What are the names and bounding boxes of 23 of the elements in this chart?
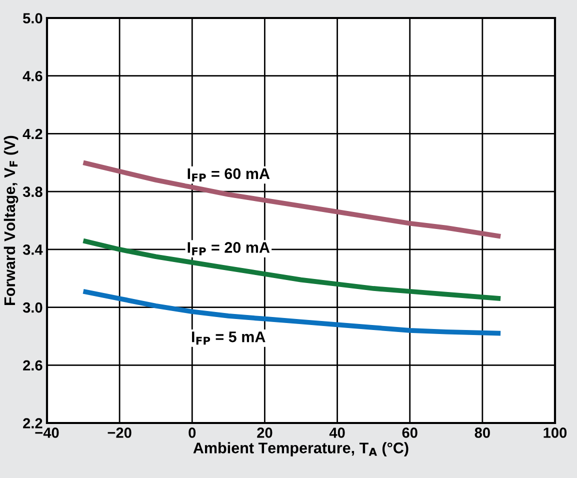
- series-label: I$_{FP}$ = 20 mA: [188, 242, 270, 256]
- y-tick-label: 4.2: [22, 128, 42, 139]
- x-tick-label: 40: [329, 428, 345, 438]
- x-tick-label: 0: [188, 428, 196, 438]
- y-tick-label: 5.0: [23, 13, 42, 24]
- y-tick-label: 2.6: [23, 360, 42, 371]
- line-series: [80, 160, 503, 239]
- x-tick-label: 20: [257, 428, 272, 438]
- y-axis-title: Forward Voltage, V$_{F}$ (V): [4, 136, 18, 305]
- x-tick-label: −40: [35, 428, 59, 438]
- y-tick-label: 4.6: [22, 70, 42, 82]
- x-tick-label: 60: [402, 428, 418, 438]
- series-label: I$_{FP}$ = 5 mA: [192, 332, 266, 345]
- x-tick-label: 100: [544, 428, 567, 438]
- x-tick-label: 80: [474, 428, 490, 438]
- line-series: [80, 238, 503, 302]
- x-tick-label: −20: [108, 428, 132, 438]
- y-tick-label: 2.2: [23, 418, 42, 428]
- y-tick-label: 3.0: [22, 302, 42, 313]
- y-tick-label: 3.8: [22, 186, 42, 198]
- y-tick-label: 3.4: [22, 244, 43, 255]
- series-label: I$_{FP}$ = 60 mA: [188, 168, 270, 182]
- x-axis-title: Ambient Temperature, T$_{A}$ (°C): [193, 442, 408, 456]
